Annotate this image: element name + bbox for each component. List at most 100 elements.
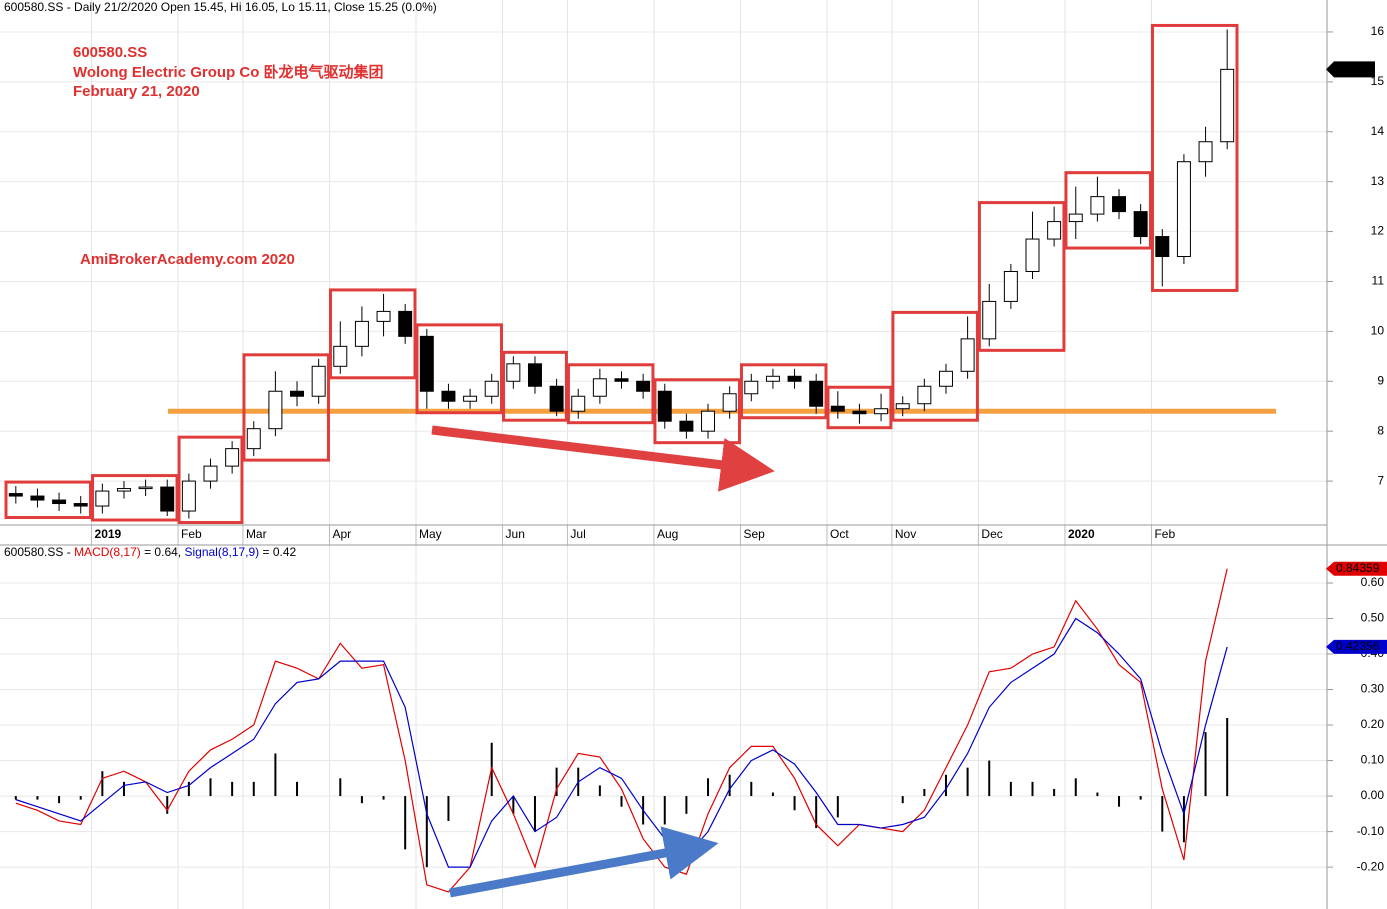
x-tick-label: 2020 xyxy=(1068,527,1095,541)
candle-body xyxy=(73,503,88,507)
candle-body xyxy=(268,390,283,430)
x-tick-label: Jul xyxy=(570,527,585,541)
annotation: February 21, 2020 xyxy=(73,83,200,100)
candle-body xyxy=(722,393,737,412)
x-tick-label: Oct xyxy=(830,527,849,541)
x-tick-label: Sep xyxy=(743,527,765,541)
candle-body xyxy=(8,493,23,497)
candle-body xyxy=(246,428,261,450)
range-box xyxy=(91,474,179,522)
candle-body xyxy=(1198,141,1213,163)
x-tick-label: Aug xyxy=(657,527,678,541)
macd-header: 600580.SS - MACD(8,17) = 0.64, Signal(8,… xyxy=(4,545,297,559)
legend-value: = 0.42 xyxy=(263,545,297,559)
y-tick-label: 0.20 xyxy=(1361,717,1385,731)
candle-body xyxy=(419,335,434,392)
x-tick-label: Apr xyxy=(332,527,351,541)
candle-body xyxy=(895,403,910,410)
candle-body xyxy=(181,480,196,512)
price-header: 600580.SS - Daily 21/2/2020 Open 15.45, … xyxy=(4,0,437,14)
x-tick-label: Jun xyxy=(506,527,525,541)
candle-body xyxy=(1133,211,1148,238)
candle-body xyxy=(592,378,607,397)
candle-body xyxy=(1112,196,1127,213)
range-box xyxy=(177,435,244,525)
y-tick-label: 0.30 xyxy=(1361,682,1385,696)
range-box xyxy=(4,480,93,520)
candle-body xyxy=(657,390,672,422)
candle-body xyxy=(982,300,997,340)
candle-body xyxy=(398,310,413,337)
candle-body xyxy=(95,490,110,507)
candle-body xyxy=(225,448,240,467)
x-tick-label: Nov xyxy=(895,527,916,541)
x-tick-label: Mar xyxy=(246,527,267,541)
candle-body xyxy=(614,378,629,382)
candle-body xyxy=(1090,196,1105,215)
x-tick-label: 2019 xyxy=(95,527,122,541)
candle-body xyxy=(506,363,521,382)
x-tick-label: Feb xyxy=(181,527,202,541)
candle-body xyxy=(938,370,953,387)
legend-entry: MACD(8,17) xyxy=(74,545,141,559)
grid xyxy=(0,0,1333,909)
blue-arrow xyxy=(449,826,719,898)
y-tick-label: 11 xyxy=(1372,274,1385,288)
candle-body xyxy=(203,465,218,482)
y-tick-label: 8 xyxy=(1377,423,1384,437)
y-tick-label: -0.20 xyxy=(1357,859,1385,873)
candle-body xyxy=(571,395,586,412)
range-box xyxy=(328,288,417,380)
y-tick-label: 16 xyxy=(1371,24,1385,38)
candle-body xyxy=(311,365,326,397)
candle-body xyxy=(333,345,348,367)
y-tick-label: 13 xyxy=(1371,174,1385,188)
annotation: Wolong Electric Group Co 卧龙电气驱动集团 xyxy=(73,63,384,81)
candle-body xyxy=(160,486,175,512)
value-flag xyxy=(1326,639,1387,654)
candle-body xyxy=(1025,238,1040,272)
macd-line xyxy=(15,617,1228,868)
x-tick-label: Dec xyxy=(981,527,1002,541)
candle-body xyxy=(1003,270,1018,302)
candle-body xyxy=(30,495,45,501)
candle-body xyxy=(376,310,391,322)
candle-body xyxy=(787,375,802,382)
red-arrow xyxy=(431,425,775,492)
candle-body xyxy=(441,390,456,402)
last-price-flag xyxy=(1326,61,1375,78)
candle-body xyxy=(636,380,651,392)
candle-body xyxy=(1176,161,1191,258)
range-box xyxy=(566,363,655,425)
range-box xyxy=(415,323,504,415)
candle-body xyxy=(1068,213,1083,223)
candle-body xyxy=(679,420,694,432)
y-tick-label: -0.10 xyxy=(1357,824,1385,838)
range-box xyxy=(1150,23,1239,292)
range-box xyxy=(502,350,568,422)
candle-body xyxy=(852,410,867,415)
range-box xyxy=(891,310,979,422)
candle-body xyxy=(52,499,67,505)
candle-body xyxy=(463,395,478,402)
range-box xyxy=(653,378,741,445)
candle-body xyxy=(1220,68,1235,143)
legend-entry: Signal(8,17,9) xyxy=(184,545,259,559)
candle-body xyxy=(917,385,932,405)
y-tick-label: 10 xyxy=(1371,324,1385,338)
candle-body xyxy=(830,405,845,412)
candle-body xyxy=(874,408,889,415)
candle-body xyxy=(138,486,153,490)
candle-body xyxy=(744,380,759,395)
value-flag-label: 0.84359 xyxy=(1336,561,1380,575)
y-tick-label: 0.50 xyxy=(1361,611,1385,625)
last-price-label: 15.25 xyxy=(1340,62,1370,76)
candle-body xyxy=(484,380,499,397)
y-tick-label: 7 xyxy=(1377,473,1384,487)
y-tick-label: 9 xyxy=(1377,373,1384,387)
candle-body xyxy=(527,363,542,387)
candle-body xyxy=(354,320,369,347)
x-tick-label: May xyxy=(419,527,442,541)
